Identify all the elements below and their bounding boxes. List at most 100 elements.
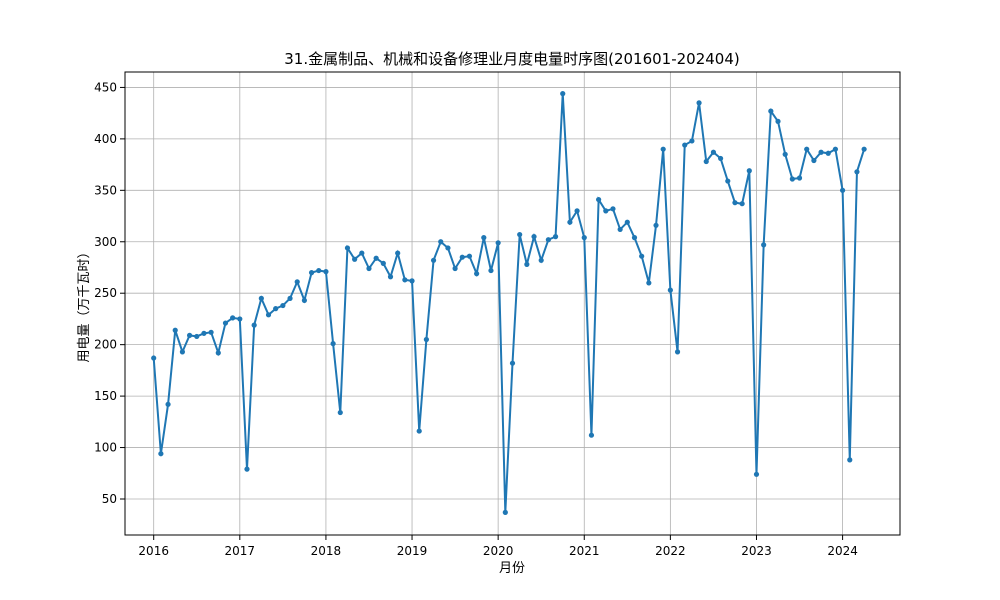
data-point <box>323 269 329 275</box>
data-point <box>308 270 315 276</box>
data-point <box>682 142 688 148</box>
data-point <box>696 100 702 106</box>
data-point <box>273 306 279 312</box>
data-point <box>258 295 264 301</box>
data-point <box>832 146 839 152</box>
data-point <box>617 226 623 233</box>
data-point <box>244 466 250 472</box>
data-point <box>459 254 465 260</box>
data-point <box>667 287 673 293</box>
data-point <box>804 146 810 152</box>
data-point <box>495 240 501 246</box>
data-point <box>237 316 243 322</box>
data-point <box>359 250 365 256</box>
data-point <box>481 235 487 241</box>
y-tick-label: 350 <box>94 183 117 197</box>
data-point <box>818 149 824 155</box>
data-point <box>438 239 444 245</box>
grid <box>125 72 900 535</box>
data-points <box>151 91 867 515</box>
data-point <box>811 157 817 164</box>
y-tick-label: 100 <box>94 441 117 455</box>
data-point <box>158 451 164 457</box>
data-point <box>330 341 336 347</box>
y-tick-label: 200 <box>94 338 117 352</box>
data-point <box>861 146 867 152</box>
data-point <box>352 256 358 262</box>
x-tick-label: 2018 <box>311 544 342 558</box>
data-point <box>653 222 659 228</box>
y-tick-label: 400 <box>94 132 117 146</box>
data-point <box>639 253 645 259</box>
data-point <box>775 118 781 124</box>
x-tick-label: 2022 <box>655 544 686 558</box>
data-point <box>825 150 831 156</box>
data-point <box>610 206 616 212</box>
data-point <box>689 138 695 144</box>
data-point <box>631 235 638 241</box>
data-point <box>560 91 566 97</box>
data-point <box>416 428 422 434</box>
data-point <box>746 168 752 174</box>
data-point <box>287 295 293 301</box>
x-tick-label: 2023 <box>741 544 772 558</box>
y-tick-label: 450 <box>94 80 117 94</box>
data-point <box>552 234 559 240</box>
data-point <box>660 146 666 152</box>
data-point <box>646 280 652 286</box>
data-point <box>854 169 860 175</box>
data-point <box>194 333 200 340</box>
y-axis-label: 用电量（万千瓦时） <box>77 245 92 362</box>
data-point <box>316 267 322 274</box>
x-tick-label: 2024 <box>827 544 858 558</box>
data-point <box>172 327 178 333</box>
data-point <box>251 322 257 328</box>
data-point <box>524 261 530 267</box>
data-point <box>165 401 171 407</box>
data-point <box>402 277 408 283</box>
data-point <box>179 349 186 355</box>
data-point <box>344 245 351 251</box>
data-point <box>839 187 846 193</box>
data-point <box>725 178 731 184</box>
data-point <box>531 234 537 240</box>
y-tick-label: 50 <box>102 492 117 506</box>
data-point <box>710 149 717 155</box>
data-point <box>366 265 372 272</box>
x-tick-label: 2019 <box>397 544 428 558</box>
data-point <box>423 336 429 343</box>
data-point <box>502 509 508 515</box>
data-point <box>301 297 307 304</box>
data-point <box>151 355 157 361</box>
data-point <box>186 332 193 338</box>
data-point <box>674 349 681 355</box>
data-point <box>222 320 229 326</box>
data-point <box>201 330 207 336</box>
data-point <box>380 260 386 266</box>
data-point <box>337 409 343 416</box>
x-axis-label: 月份 <box>499 561 525 576</box>
data-point <box>409 278 415 284</box>
data-point <box>624 219 630 225</box>
y-axis: 50 100 150 200 250 300 350 400 450 <box>94 80 125 506</box>
data-point <box>567 219 573 225</box>
data-point <box>517 231 523 238</box>
data-point <box>474 271 480 277</box>
data-point <box>703 158 709 165</box>
x-tick-label: 2021 <box>569 544 600 558</box>
data-point <box>574 208 580 214</box>
data-point <box>718 155 724 162</box>
y-tick-label: 250 <box>94 286 117 300</box>
data-point <box>208 329 214 335</box>
data-point <box>588 432 595 438</box>
data-point <box>395 250 401 256</box>
x-axis: 2016 2017 2018 2019 2020 2021 2022 2023 2024 <box>138 535 858 558</box>
data-point <box>509 360 516 366</box>
data-point <box>761 242 767 248</box>
data-point <box>466 253 473 259</box>
data-point <box>596 196 602 203</box>
data-point <box>732 200 738 206</box>
data-point <box>430 257 437 263</box>
data-point <box>789 176 795 182</box>
